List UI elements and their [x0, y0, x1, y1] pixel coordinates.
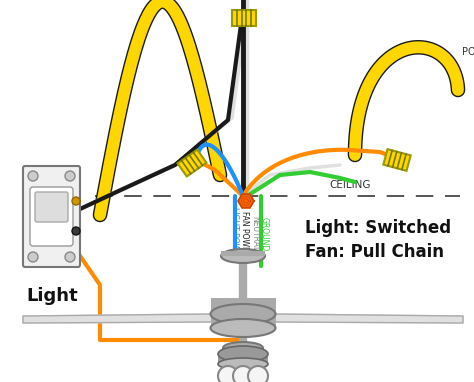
Ellipse shape: [218, 346, 268, 362]
Circle shape: [65, 252, 75, 262]
Text: FAN POWER: FAN POWER: [240, 212, 249, 257]
FancyBboxPatch shape: [30, 187, 73, 246]
Polygon shape: [238, 194, 254, 208]
FancyBboxPatch shape: [218, 354, 268, 364]
FancyBboxPatch shape: [211, 298, 276, 328]
Text: Light: Light: [26, 287, 78, 305]
Polygon shape: [383, 149, 410, 171]
Text: Fan: Pull Chain: Fan: Pull Chain: [305, 243, 444, 261]
Circle shape: [233, 366, 253, 382]
Ellipse shape: [210, 319, 275, 337]
Polygon shape: [232, 10, 256, 26]
Text: GROUND: GROUND: [259, 217, 268, 251]
Polygon shape: [23, 314, 211, 323]
FancyBboxPatch shape: [221, 251, 265, 256]
Circle shape: [218, 366, 238, 382]
Circle shape: [72, 227, 80, 235]
Text: POWER SUPPLY: POWER SUPPLY: [462, 47, 474, 57]
Polygon shape: [178, 150, 206, 176]
Text: NEUTRAL: NEUTRAL: [250, 216, 259, 252]
Circle shape: [248, 366, 268, 382]
FancyBboxPatch shape: [23, 166, 80, 267]
Ellipse shape: [210, 304, 275, 324]
Ellipse shape: [223, 342, 263, 354]
Circle shape: [65, 171, 75, 181]
Ellipse shape: [218, 358, 268, 370]
Text: CEILING: CEILING: [329, 180, 371, 190]
Text: LIGHT POWER: LIGHT POWER: [230, 207, 239, 261]
Circle shape: [28, 252, 38, 262]
FancyBboxPatch shape: [35, 192, 68, 222]
Circle shape: [28, 171, 38, 181]
Circle shape: [72, 197, 80, 205]
Text: Light: Switched: Light: Switched: [305, 219, 451, 237]
Polygon shape: [275, 314, 463, 323]
Ellipse shape: [221, 249, 265, 263]
